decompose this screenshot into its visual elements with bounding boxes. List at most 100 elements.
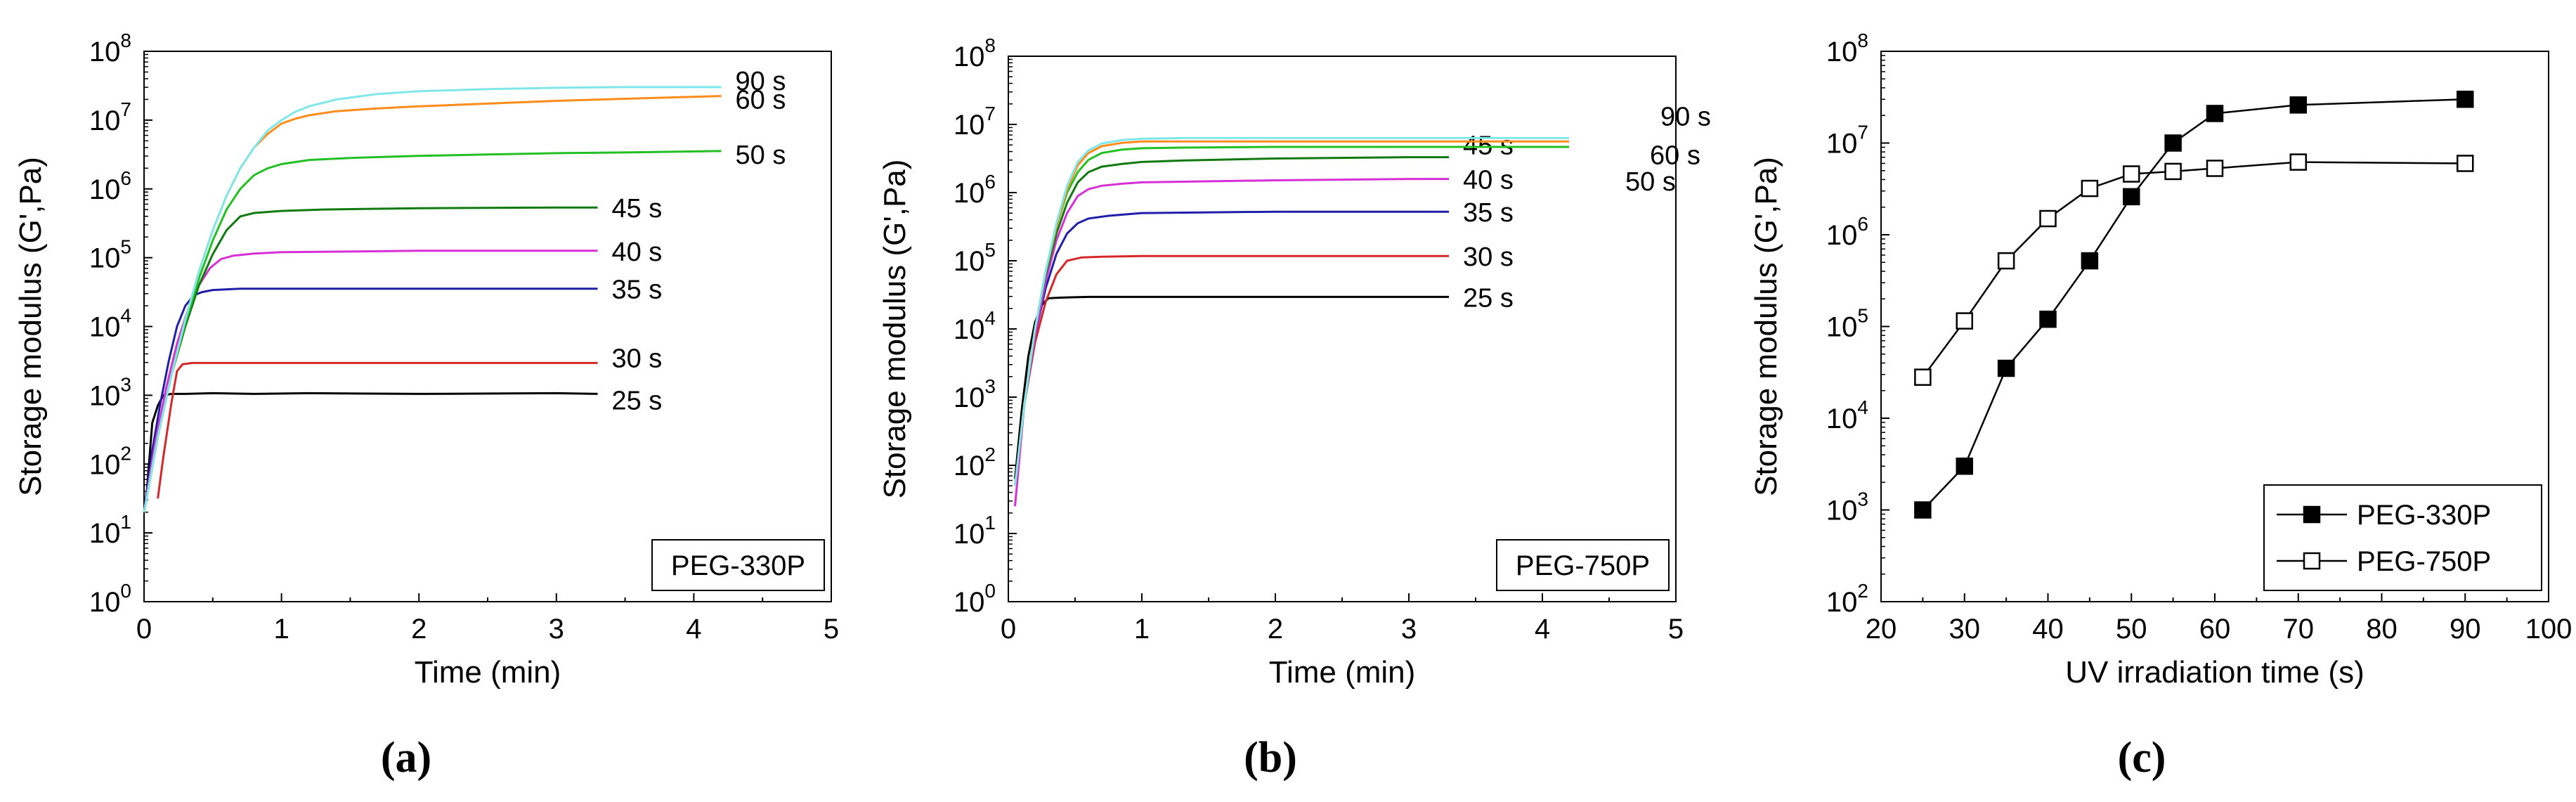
y-tick-label: 107	[954, 103, 996, 141]
y-tick-label: 107	[1826, 122, 1868, 160]
data-point	[2123, 188, 2140, 206]
series-line	[1014, 295, 1449, 479]
x-tick-label: 40	[2032, 614, 2064, 645]
x-axis-label: Time (min)	[1269, 655, 1416, 690]
panel-caption: (c)	[2118, 734, 2166, 782]
series-label: 90 s	[736, 67, 786, 96]
y-tick-label: 104	[89, 305, 131, 343]
data-point	[2289, 153, 2307, 171]
legend-label: PEG-330P	[671, 550, 805, 581]
y-tick-label: 105	[954, 239, 996, 277]
x-tick-label: 70	[2283, 614, 2315, 645]
x-axis-label: Time (min)	[415, 655, 561, 690]
x-tick-label: 4	[1535, 614, 1550, 645]
y-tick-label: 107	[89, 98, 131, 136]
data-point	[1914, 501, 1932, 519]
y-tick-label: 102	[1826, 580, 1868, 618]
data-point	[2039, 310, 2057, 328]
legend-box	[651, 539, 825, 591]
series-label: 25 s	[611, 386, 662, 415]
legend-label: PEG-750P	[2357, 546, 2491, 577]
x-tick-label: 60	[2199, 614, 2231, 645]
y-tick-label: 106	[954, 171, 996, 209]
chart-panel-3: 20 30 40 50 60 70 80 90 100 102 103 104 105 106 107 108…	[1749, 30, 2572, 782]
y-tick-label: 108	[89, 30, 131, 67]
data-point	[2206, 160, 2224, 177]
y-tick-label: 108	[954, 34, 996, 72]
series-label: 90 s	[1660, 102, 1711, 131]
data-point	[2289, 96, 2307, 114]
y-axis-label: Storage modulus (G',Pa)	[13, 157, 48, 496]
plot-frame	[143, 51, 832, 602]
series-line	[1014, 254, 1449, 486]
x-tick-label: 30	[1949, 614, 1981, 645]
data-point	[2457, 90, 2474, 108]
data-point	[2123, 165, 2140, 183]
y-axis-label: Storage modulus (G',Pa)	[878, 160, 912, 499]
x-tick-label: 90	[2450, 614, 2481, 645]
series-label: 50 s	[1625, 167, 1676, 197]
x-tick-label: 50	[2116, 614, 2147, 645]
x-tick-label: 1	[1134, 614, 1150, 645]
data-point	[2164, 162, 2182, 181]
x-tick-label: 3	[549, 614, 564, 645]
data-point	[1956, 312, 1973, 330]
series-line	[157, 361, 598, 499]
series-line	[143, 206, 598, 513]
series-label: 35 s	[1463, 198, 1514, 228]
y-tick-label: 103	[89, 373, 131, 411]
series-line	[1014, 210, 1449, 486]
series-label: 35 s	[611, 276, 662, 305]
y-tick-label: 108	[1826, 30, 1868, 67]
x-tick-label: 4	[686, 614, 701, 645]
y-tick-label: 100	[954, 580, 996, 618]
x-tick-label: 3	[1401, 614, 1417, 645]
series-line	[1922, 98, 2466, 511]
series-label: 60 s	[736, 86, 786, 115]
series-line	[145, 392, 598, 492]
data-point	[2081, 179, 2099, 198]
series-label: 40 s	[611, 238, 662, 267]
series-line	[143, 287, 598, 512]
data-point	[2457, 155, 2474, 172]
series-line	[1014, 136, 1569, 486]
x-tick-label: 2	[1268, 614, 1283, 645]
x-tick-label: 0	[1001, 614, 1016, 645]
y-tick-label: 103	[954, 375, 996, 413]
data-point	[1956, 457, 1973, 475]
y-tick-label: 106	[89, 167, 131, 205]
data-point	[2164, 134, 2182, 152]
panel-caption: (a)	[381, 734, 431, 782]
x-tick-label: 1	[273, 614, 289, 645]
data-point	[2206, 105, 2224, 122]
y-tick-label: 105	[1826, 305, 1868, 343]
series-line	[1922, 161, 2466, 378]
series-line	[143, 250, 598, 513]
x-axis-label: UV irradiation time (s)	[2065, 655, 2364, 690]
series-line	[143, 86, 722, 513]
series-line	[1014, 178, 1449, 507]
y-tick-label: 100	[89, 580, 131, 618]
x-tick-label: 5	[824, 614, 839, 645]
y-tick-label: 105	[89, 236, 131, 274]
data-point	[2039, 209, 2057, 228]
y-tick-label: 102	[954, 444, 996, 481]
legend-marker	[2303, 552, 2321, 570]
x-tick-label: 20	[1866, 614, 1897, 645]
legend-box	[2263, 484, 2542, 591]
y-tick-label: 104	[954, 307, 996, 345]
y-tick-label: 103	[1826, 489, 1868, 526]
y-tick-label: 101	[954, 512, 996, 550]
data-point	[1997, 252, 2015, 270]
chart-panel-2: 0 1 2 3 4 5 100 101 102 103 104 105 106 107 108 Time (m…	[878, 34, 1711, 782]
data-point	[1914, 368, 1932, 386]
series-label: 40 s	[1463, 166, 1514, 195]
y-tick-label: 102	[89, 442, 131, 480]
series-label: 60 s	[1650, 141, 1700, 170]
series-label: 30 s	[611, 344, 662, 373]
data-point	[2081, 252, 2099, 270]
y-tick-label: 104	[1826, 396, 1868, 434]
series-label: 30 s	[1463, 242, 1514, 272]
legend-box	[1496, 539, 1670, 591]
